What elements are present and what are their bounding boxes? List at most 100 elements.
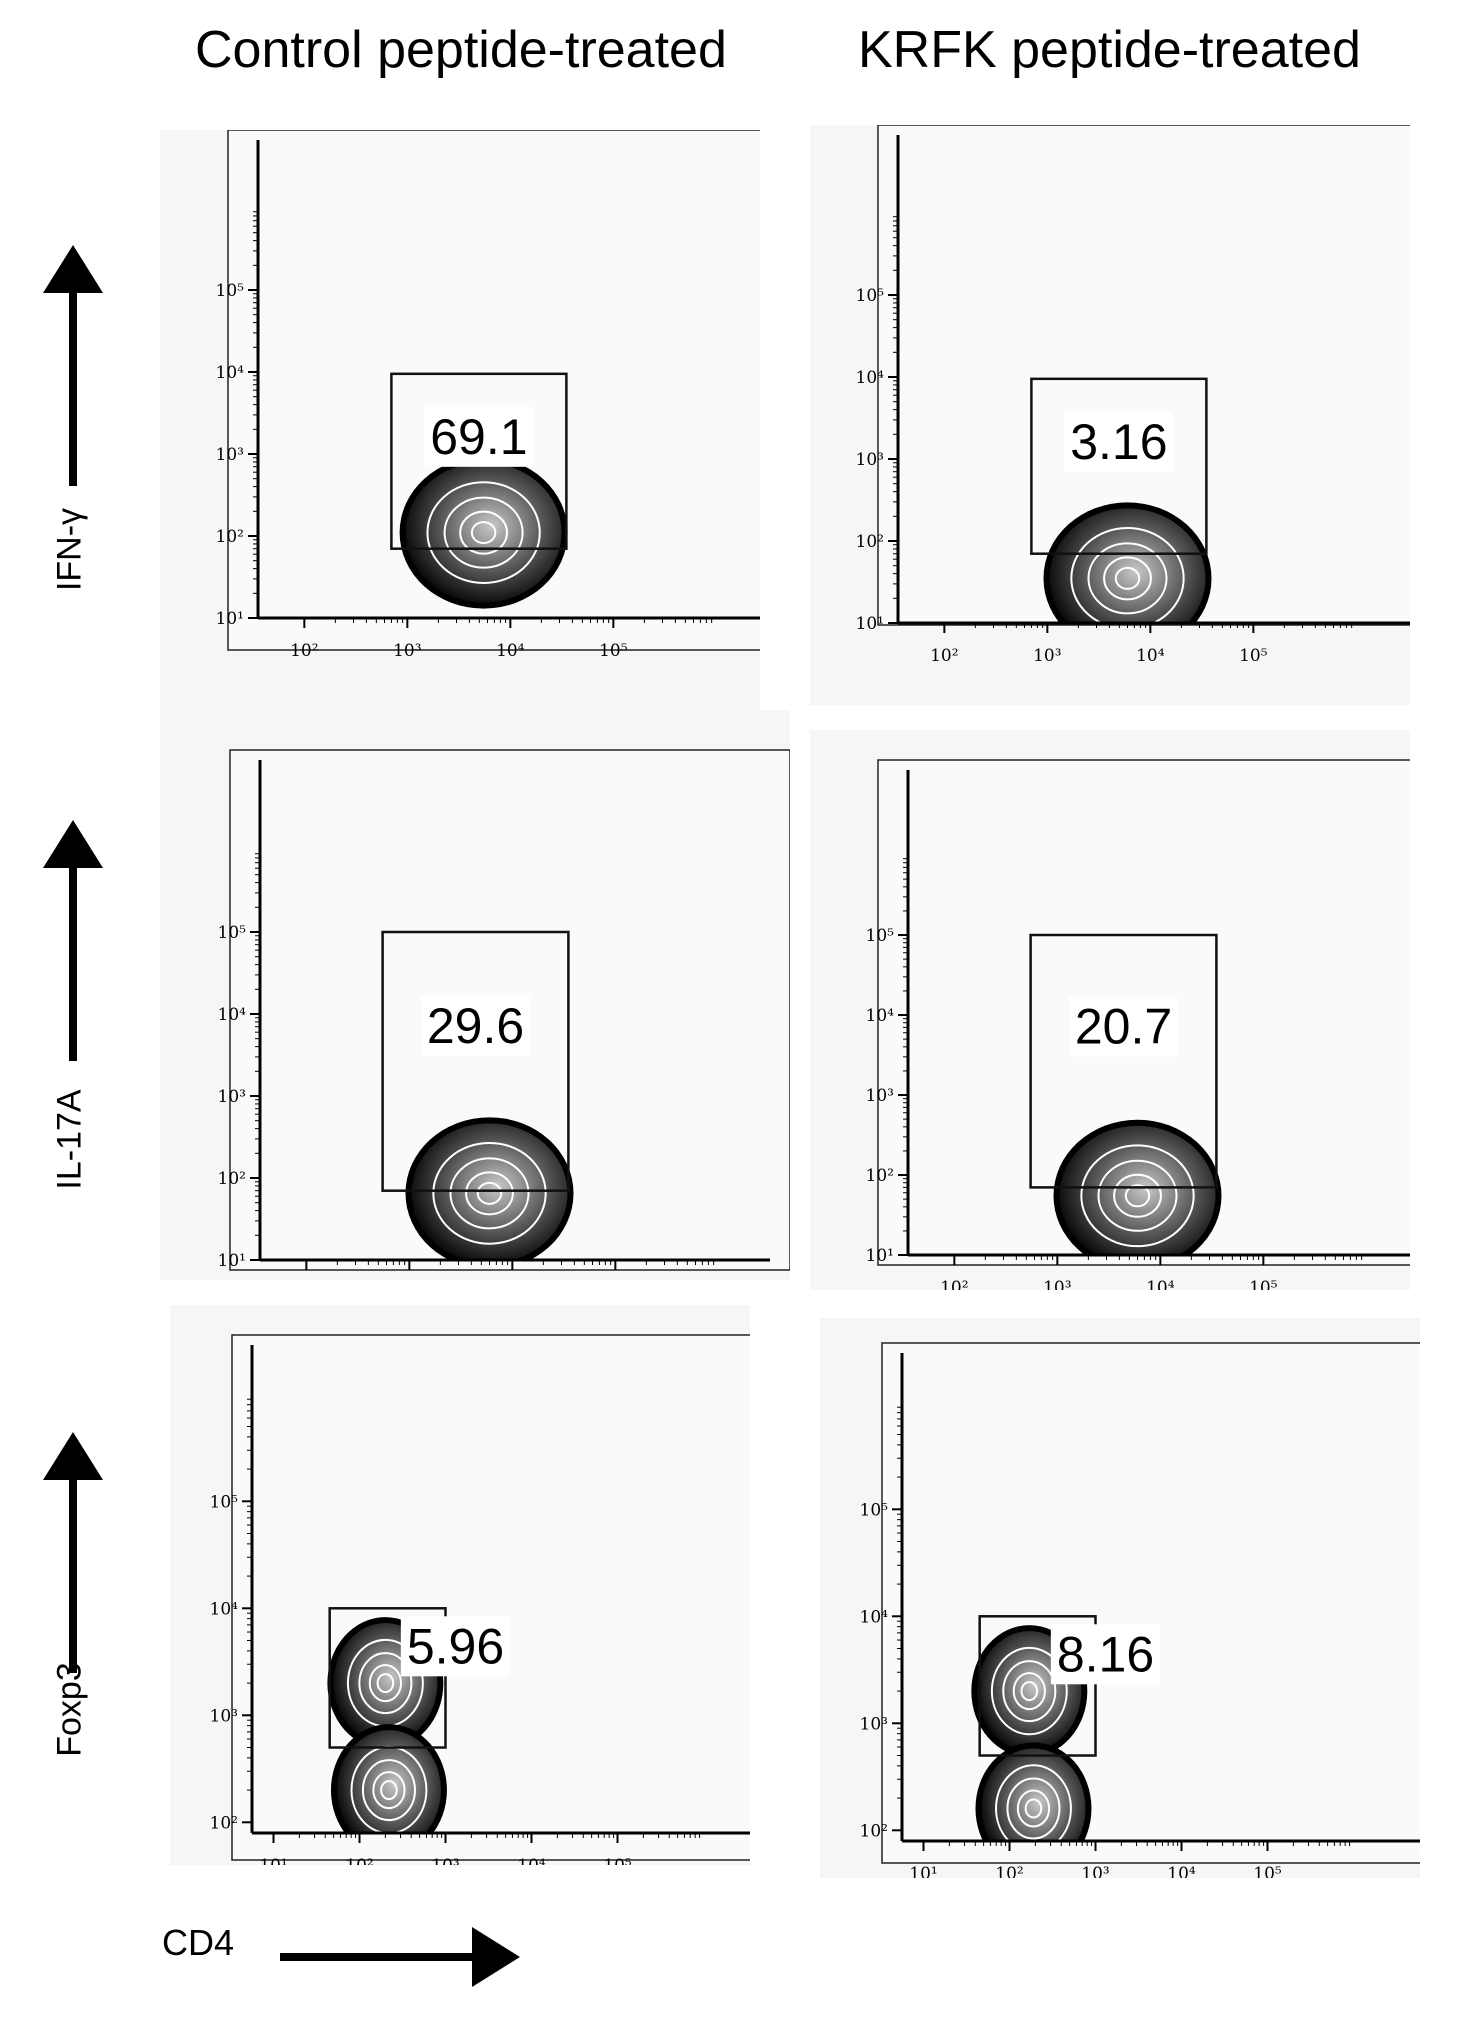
population-contour (443, 496, 524, 569)
y-tick-label: 10¹ (218, 1251, 246, 1271)
population-contour (361, 1759, 416, 1822)
y-tick-label: 10⁵ (866, 926, 895, 946)
x-tick-label: 10³ (1081, 1864, 1109, 1878)
plot-panel-il17-krfk: 10² 10³ 10⁴ 10⁵ 10¹ 10² 10³ 10⁴ 10⁵ 20.7 (810, 730, 1410, 1290)
y-tick-label: 10² (210, 1813, 238, 1833)
population-contour (1124, 1184, 1151, 1208)
x-tick-label: 10³ (431, 1856, 459, 1865)
population-contour (476, 1181, 503, 1205)
y-tick-label: 10⁴ (856, 368, 885, 388)
y-tick-label: 10² (856, 532, 884, 552)
y-tick-label: 10⁵ (860, 1500, 889, 1520)
population-contour (449, 1157, 530, 1230)
y-tick-label: 10⁵ (856, 286, 885, 306)
plot-panel-ifn-krfk: 10² 10³ 10⁴ 10⁵ 10¹ 10² 10³ 10⁴ 10⁵ 3.16 (810, 125, 1410, 705)
gate-percent-label: 69.1 (430, 409, 527, 465)
population-contour (1114, 566, 1141, 590)
population-contour (1087, 542, 1168, 615)
gate-percent-label: 3.16 (1070, 414, 1167, 470)
gate-percent-label: 8.16 (1057, 1626, 1154, 1682)
x-arrow-cd4 (280, 1927, 520, 1987)
population-contour (380, 1780, 398, 1801)
population-contour (1006, 1777, 1061, 1840)
population-contour (368, 1664, 402, 1703)
gate-label-background (424, 406, 534, 467)
gate-label-background (1050, 1624, 1161, 1685)
y-tick-label: 10² (860, 1821, 888, 1841)
y-tick-label: 10⁵ (218, 923, 247, 943)
y-tick-label: 10¹ (856, 614, 884, 634)
gate-box (1029, 933, 1218, 1189)
y-tick-label: 10⁴ (218, 1005, 247, 1025)
population-density (411, 1123, 568, 1260)
population-contour (358, 1652, 413, 1715)
x-tick-label: 10⁵ (1253, 1864, 1282, 1878)
population-contour (465, 1171, 514, 1216)
population-contour (1103, 556, 1152, 601)
population-contour (990, 1646, 1068, 1736)
plot-panel-foxp3-krfk: 10¹ 10² 10³ 10⁴ 10⁵ 10² 10³ 10⁴ 10⁵ 8.16 (820, 1318, 1420, 1878)
y-tick-label: 10³ (210, 1706, 238, 1726)
y-tick-label: 10¹ (866, 1246, 894, 1266)
population-contour (1016, 1789, 1051, 1828)
population-contour (1020, 1681, 1039, 1702)
y-tick-label: 10⁴ (210, 1599, 239, 1619)
gate-box (978, 1615, 1097, 1757)
plot-frame (881, 1342, 1420, 1864)
x-tick-label: 10⁵ (1249, 1278, 1278, 1290)
y-tick-label: 10³ (866, 1086, 894, 1106)
x-tick-label: 10² (940, 1278, 968, 1290)
x-tick-label: 10⁴ (517, 1856, 546, 1865)
gate-box (390, 372, 568, 550)
x-tick-label: 10⁴ (1136, 646, 1165, 666)
population-density (1049, 508, 1206, 623)
y-tick-label: 10¹ (216, 609, 244, 629)
population-contour (1002, 1660, 1057, 1723)
population-contour (470, 521, 497, 545)
x-tick-label: 10³ (393, 641, 421, 661)
flow-plot-svg: 10¹ 10² 10³ 10⁴ 10⁵ 10² 10³ 10⁴ 10⁵ 8.16 (820, 1318, 1420, 1878)
population-contour (426, 481, 541, 585)
y-tick-label: 10⁵ (216, 281, 245, 301)
population-contour (1097, 1159, 1178, 1232)
y-tick-label: 10³ (216, 445, 244, 465)
y-tick-label: 10⁵ (210, 1492, 239, 1512)
population-contour (1070, 527, 1185, 623)
column-title-control: Control peptide-treated (195, 21, 727, 79)
population-contour (1012, 1672, 1046, 1711)
population-contour (1113, 1173, 1162, 1218)
y-arrow-il-17a (43, 820, 103, 1061)
y-tick-label: 10² (216, 527, 244, 547)
x-tick-label: 10² (995, 1864, 1023, 1878)
gate-box (381, 930, 570, 1192)
row-label-ifn-gamma: IFN-γ (50, 507, 89, 592)
y-tick-label: 10³ (856, 450, 884, 470)
x-tick-label: 10¹ (259, 1856, 287, 1865)
gate-percent-label: 29.6 (427, 998, 524, 1054)
flow-plot-svg: 10¹ 10² 10³ 10⁴ 10⁵ 10² 10³ 10⁴ 10⁵ 5.96 (170, 1305, 750, 1865)
y-arrow-ifn-gamma (43, 245, 103, 486)
gate-label-background (400, 1616, 511, 1677)
column-title-krfk: KRFK peptide-treated (858, 21, 1361, 79)
gate-box (328, 1607, 447, 1749)
x-tick-label: 10¹ (909, 1864, 937, 1878)
y-tick-label: 10² (218, 1169, 246, 1189)
y-tick-label: 10⁴ (866, 1006, 895, 1026)
population-contour (432, 1141, 547, 1245)
x-tick-label: 10³ (1033, 646, 1061, 666)
population-contour (376, 1673, 395, 1694)
population-density (1059, 1125, 1216, 1255)
gate-label-background (1068, 996, 1179, 1057)
population-contour (1024, 1798, 1043, 1819)
gate-box (1030, 377, 1208, 555)
x-tick-label: 10² (930, 646, 958, 666)
y-tick-label: 10² (866, 1166, 894, 1186)
population-contour (995, 1764, 1072, 1841)
x-tick-label: 10⁵ (603, 1856, 632, 1865)
flow-plot-svg: 10² 10³ 10⁴ 10⁵ 10¹ 10² 10³ 10⁴ 10⁵ 20.7 (810, 730, 1410, 1290)
x-tick-label: 10² (345, 1856, 373, 1865)
x-tick-label: 10⁴ (1167, 1864, 1196, 1878)
y-tick-label: 10⁴ (216, 363, 245, 383)
plot-panel-ifn-control: 10² 10³ 10⁴ 10⁵ 10¹ 10² 10³ 10⁴ 10⁵ 69.1 (160, 130, 760, 710)
flow-plot-svg: 10²10³10⁴10⁵10¹10²10³10⁴10⁵29.6 (160, 710, 790, 1280)
